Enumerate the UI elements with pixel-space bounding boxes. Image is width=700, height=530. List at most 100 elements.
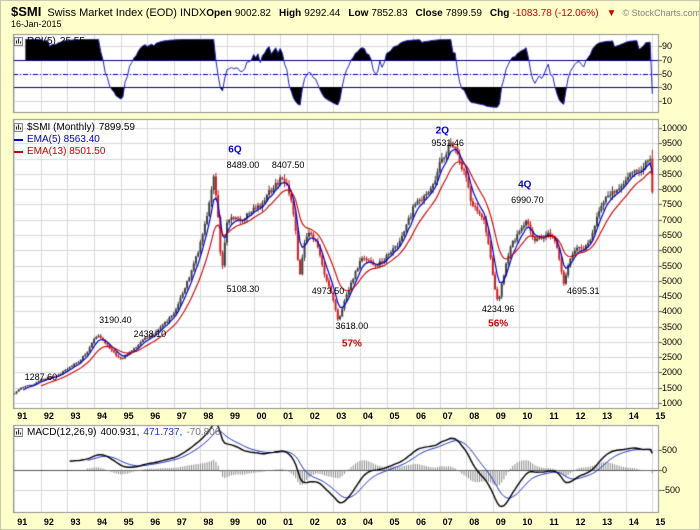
y-axis-label: 8500 bbox=[662, 168, 683, 179]
x-axis-label: 96 bbox=[150, 517, 161, 527]
ema13-legend: EMA(13) 8501.50 bbox=[14, 146, 105, 157]
y-axis-label: 500 bbox=[662, 444, 678, 455]
quote-label: Open bbox=[206, 8, 232, 19]
rsi-value: 25.55 bbox=[59, 36, 85, 47]
x-axis-label: 05 bbox=[389, 411, 400, 421]
x-axis-label: 10 bbox=[522, 411, 533, 421]
y-axis-label: 6500 bbox=[662, 230, 683, 240]
panel-toggle-icon[interactable] bbox=[14, 37, 23, 46]
rsi-panel-label: RSI(5) 25.55 bbox=[14, 36, 85, 47]
quote-label: Low bbox=[348, 8, 369, 19]
quote-label: Close bbox=[415, 8, 443, 19]
y-axis-label: 3500 bbox=[662, 321, 683, 332]
quote-label: Chg bbox=[489, 8, 510, 19]
x-axis-label: 00 bbox=[256, 517, 267, 527]
x-axis-label: 04 bbox=[362, 517, 373, 527]
y-axis-label: 9000 bbox=[662, 153, 683, 164]
y-axis-label: 0 bbox=[662, 465, 668, 476]
x-axis-label: 91 bbox=[17, 411, 28, 421]
macd-value: 400.931, bbox=[100, 427, 140, 438]
main-series-name: $SMI (Monthly) bbox=[27, 122, 95, 133]
x-axis-label: 01 bbox=[283, 517, 294, 527]
quote-value: 7899.59 bbox=[445, 8, 482, 19]
panel-toggle-icon[interactable] bbox=[14, 428, 23, 437]
x-axis-label: 02 bbox=[309, 517, 320, 527]
y-axis-label: 1000 bbox=[662, 397, 683, 408]
annotation: 4Q bbox=[518, 179, 532, 191]
x-axis-label: 13 bbox=[602, 411, 613, 421]
y-axis-label: 4000 bbox=[662, 306, 683, 317]
annotation: 8407.50 bbox=[271, 160, 305, 171]
macd-indicator-name: MACD(12,26,9) bbox=[27, 427, 97, 438]
annotation: 3190.40 bbox=[99, 314, 132, 325]
x-axis-label: 11 bbox=[549, 411, 559, 421]
x-axis-label: 07 bbox=[442, 517, 453, 527]
ema5-legend: EMA(5) 8563.40 bbox=[14, 134, 100, 145]
x-axis-label: 08 bbox=[469, 517, 480, 527]
y-axis-label: 70 bbox=[662, 54, 673, 65]
annotation: 2438.10 bbox=[133, 328, 167, 339]
x-axis-label: 08 bbox=[469, 411, 480, 421]
quote-strip: Open 9002.82 High 9292.44 Low 7852.83 Close 789… bbox=[206, 8, 616, 19]
x-axis-label: 14 bbox=[628, 517, 639, 527]
annotation: 2Q bbox=[435, 125, 449, 137]
x-axis-label: 94 bbox=[97, 411, 108, 421]
y-axis-label: -500 bbox=[662, 485, 681, 496]
y-axis-label: 30 bbox=[662, 82, 673, 93]
annotation: 1287.60 bbox=[24, 371, 58, 382]
symbol: $SMI bbox=[11, 4, 42, 19]
macd-signal-value: 471.737, bbox=[143, 427, 183, 438]
y-axis-label: 7000 bbox=[662, 214, 683, 225]
x-axis-label: 97 bbox=[176, 411, 187, 421]
main-last-value: 7899.59 bbox=[98, 122, 135, 133]
y-axis-label: 5500 bbox=[662, 260, 683, 271]
x-axis-label: 05 bbox=[389, 517, 400, 527]
annotation: 3618.00 bbox=[335, 320, 369, 331]
y-axis-label: 10 bbox=[662, 95, 673, 106]
y-axis-label: 2500 bbox=[662, 352, 683, 363]
x-axis-label: 07 bbox=[442, 411, 453, 421]
annotation: 57% bbox=[341, 338, 362, 350]
y-axis-label: 9500 bbox=[662, 138, 683, 149]
y-axis-label: 7500 bbox=[662, 199, 683, 210]
annotation: 6Q bbox=[228, 144, 242, 156]
x-axis-label: 15 bbox=[655, 411, 666, 421]
macd-panel-label: MACD(12,26,9) 400.931, 471.737, -70.806 bbox=[14, 427, 220, 438]
x-axis-label: 98 bbox=[203, 411, 214, 421]
quote-value: 9292.44 bbox=[304, 8, 341, 19]
x-axis-label: 00 bbox=[256, 411, 267, 421]
annotation: 56% bbox=[488, 318, 509, 330]
x-axis-label: 01 bbox=[283, 411, 294, 421]
y-axis-label: 4500 bbox=[662, 291, 683, 302]
x-axis-label: 12 bbox=[575, 411, 586, 421]
x-axis-label: 15 bbox=[655, 517, 666, 527]
x-axis-label: 14 bbox=[628, 411, 639, 421]
x-axis-label: 03 bbox=[336, 411, 347, 421]
x-axis-label: 09 bbox=[495, 517, 506, 527]
y-axis-label: 8000 bbox=[662, 184, 683, 195]
rsi-indicator-name: RSI(5) bbox=[27, 36, 56, 47]
x-axis-label: 95 bbox=[123, 411, 134, 421]
annotation: 4695.31 bbox=[566, 285, 600, 296]
chart-date: 16-Jan-2015 bbox=[11, 19, 62, 29]
x-axis-label: 03 bbox=[336, 517, 347, 527]
annotation: 4234.96 bbox=[481, 303, 515, 314]
panel-toggle-icon[interactable] bbox=[14, 123, 23, 132]
x-axis-label: 91 bbox=[17, 517, 28, 527]
x-axis-label: 95 bbox=[123, 517, 134, 527]
x-axis-label: 96 bbox=[150, 411, 161, 421]
x-axis-label: 99 bbox=[229, 411, 240, 421]
x-axis-label: 92 bbox=[43, 517, 54, 527]
x-axis-label: 13 bbox=[602, 517, 613, 527]
ema13-label: EMA(13) 8501.50 bbox=[27, 146, 106, 157]
y-axis-label: 50 bbox=[662, 68, 673, 79]
x-axis-label: 06 bbox=[416, 411, 427, 421]
quote-value: -1083.78 (-12.06%) bbox=[512, 8, 599, 19]
x-axis-label: 06 bbox=[416, 517, 427, 527]
annotation: 5108.30 bbox=[226, 283, 260, 294]
x-axis-label: 99 bbox=[229, 517, 240, 527]
quote-value: 9002.82 bbox=[234, 8, 271, 19]
x-axis-label: 10 bbox=[522, 517, 533, 527]
y-axis-label: 1500 bbox=[662, 382, 683, 393]
y-axis-label: 90 bbox=[662, 41, 673, 52]
